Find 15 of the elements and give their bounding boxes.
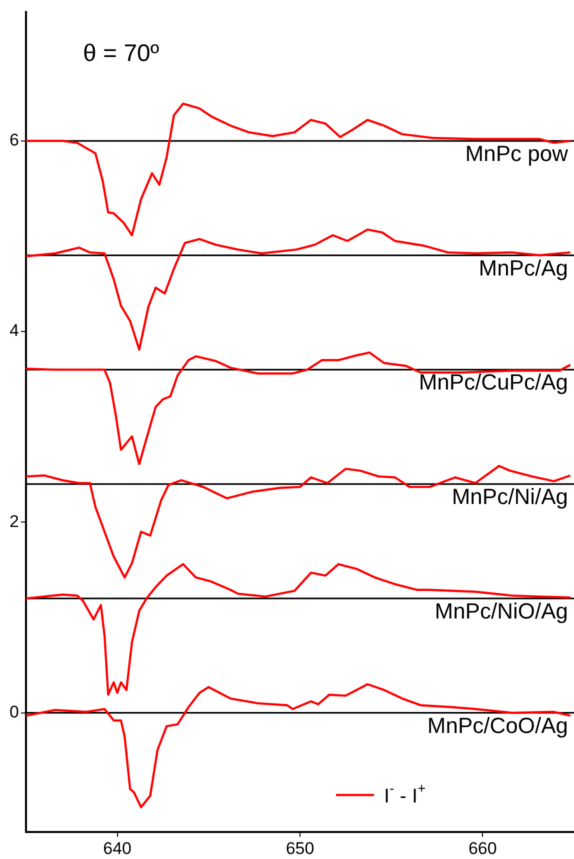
ref-line-label: MnPc/CoO/Ag <box>427 712 568 738</box>
ref-line-label: MnPc pow <box>465 140 568 166</box>
legend-label: I- - I+ <box>384 780 426 808</box>
y-tick-label: 2 <box>10 512 19 531</box>
x-tick-label: 640 <box>103 838 132 858</box>
y-tick-label: 4 <box>10 321 19 340</box>
ref-line-label: MnPc/Ni/Ag <box>452 484 568 510</box>
x-tick-label: 650 <box>286 838 314 858</box>
y-tick-label: 6 <box>10 130 19 150</box>
ref-line-label: MnPc/Ag <box>478 255 568 280</box>
y-tick-label: 0 <box>10 702 19 722</box>
x-tick-label: 660 <box>468 838 497 858</box>
ref-line-label: MnPc/NiO/Ag <box>434 598 568 624</box>
ref-line-label: MnPc/CuPc/Ag <box>418 370 568 395</box>
annotation: θ = 70º <box>83 40 160 67</box>
